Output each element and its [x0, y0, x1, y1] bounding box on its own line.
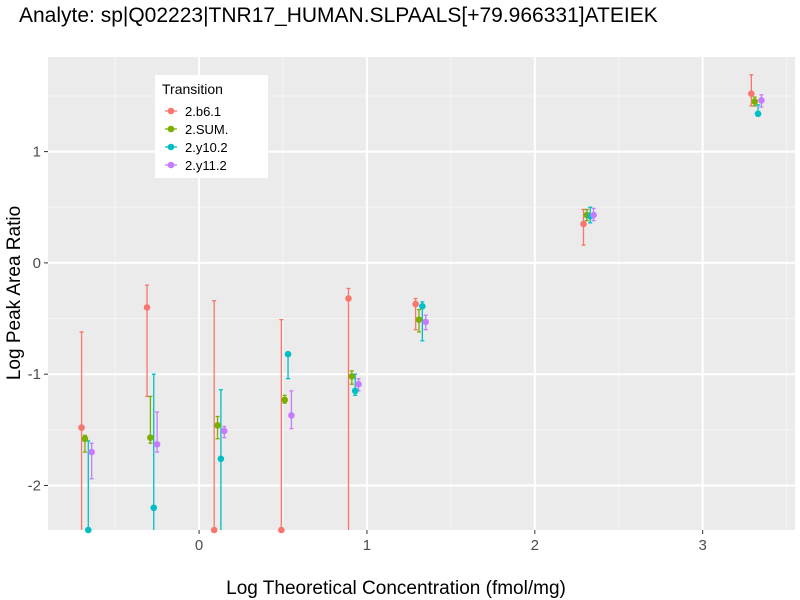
data-point	[81, 435, 89, 443]
data-point	[214, 422, 221, 429]
data-point	[147, 434, 154, 441]
data-point	[150, 504, 158, 512]
y-tick-label: -2	[28, 477, 41, 494]
data-point	[345, 295, 352, 302]
data-point	[415, 316, 423, 323]
x-axis-title: Log Theoretical Concentration (fmol/mg)	[226, 578, 566, 599]
data-point	[748, 90, 755, 98]
data-point	[288, 412, 295, 419]
legend-label: 2.b6.1	[185, 104, 221, 119]
y-tick-label: -1	[28, 366, 41, 383]
data-point	[590, 211, 597, 219]
legend-label: 2.y11.2	[185, 158, 227, 173]
data-point	[412, 300, 419, 308]
data-point	[351, 387, 359, 395]
data-point	[220, 427, 228, 435]
data-point	[419, 302, 426, 310]
error-bars	[79, 74, 764, 530]
legend-box	[155, 75, 268, 178]
data-point	[758, 97, 765, 104]
x-axis: 0 1 2 3	[195, 530, 707, 554]
x-tick-label: 3	[699, 537, 707, 554]
data-point	[355, 380, 362, 388]
chart-title: Analyte: sp|Q02223|TNR17_HUMAN.SLPAALS[+…	[19, 4, 658, 27]
data-point	[278, 526, 285, 534]
y-tick-label: 0	[33, 255, 41, 272]
data-point	[754, 110, 762, 118]
data-point	[217, 455, 225, 463]
legend-key-point	[167, 143, 175, 151]
data-point	[153, 441, 161, 448]
data-point	[284, 350, 292, 358]
legend-key-point	[167, 161, 175, 169]
data-point	[84, 526, 92, 534]
legend: Transition 2.b6.1 2.SUM. 2.y10.2 2.y11.2	[155, 75, 268, 178]
legend-key-point	[167, 125, 175, 133]
y-axis-title: Log Peak Area Ratio	[4, 206, 25, 380]
legend-key-point	[167, 107, 175, 115]
x-tick-label: 1	[363, 537, 371, 554]
legend-label: 2.y10.2	[185, 140, 228, 155]
data-point	[422, 318, 429, 326]
y-axis: -2 -1 0 1	[28, 144, 48, 494]
data-point	[348, 373, 356, 380]
data-point	[751, 98, 759, 105]
y-tick-label: 1	[33, 144, 41, 161]
data-point	[88, 448, 95, 456]
data-point	[78, 424, 85, 431]
data-points	[78, 90, 765, 534]
data-point	[143, 304, 151, 311]
x-tick-label: 2	[531, 537, 539, 554]
data-point	[580, 220, 587, 228]
legend-items: 2.b6.1 2.SUM. 2.y10.2 2.y11.2	[165, 104, 228, 173]
data-point	[281, 396, 288, 404]
grid-major	[48, 57, 795, 530]
legend-title: Transition	[162, 81, 223, 97]
legend-label: 2.SUM.	[185, 122, 228, 137]
x-tick-label: 0	[195, 537, 203, 554]
data-point	[210, 526, 218, 534]
